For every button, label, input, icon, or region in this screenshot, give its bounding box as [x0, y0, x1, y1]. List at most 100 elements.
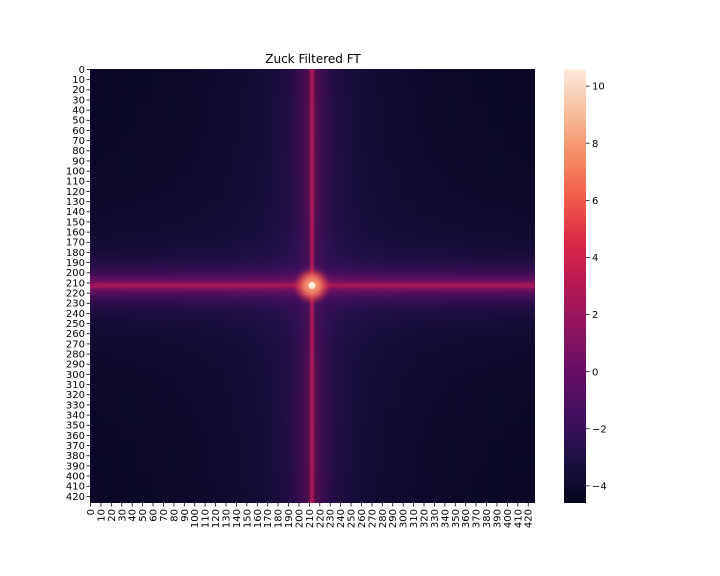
x-tick-label: 230 [326, 509, 337, 528]
y-tick-label: 150 [66, 217, 85, 228]
x-tick-label: 240 [336, 509, 347, 528]
x-tick-label: 10 [96, 509, 107, 522]
x-tick-label: 90 [180, 509, 191, 522]
y-tick-label: 90 [72, 156, 85, 167]
x-tick-label: 0 [86, 509, 97, 515]
y-tick-label: 310 [66, 380, 85, 391]
x-tick-label: 420 [524, 509, 535, 528]
x-tick-label: 260 [357, 509, 368, 528]
y-tick-label: 160 [66, 228, 85, 239]
colorbar-tick-label: 4 [592, 253, 598, 264]
y-tick-label: 370 [66, 441, 85, 452]
x-tick-label: 190 [284, 509, 295, 528]
x-tick-label: 180 [274, 509, 285, 528]
x-tick-label: 110 [201, 509, 212, 528]
x-axis: 0 10 20 30 40 50 60 70 80 90 100 110 120 130 140 150 160… [86, 503, 535, 528]
x-tick-label: 150 [242, 509, 253, 528]
y-tick-label: 60 [72, 126, 85, 137]
y-tick-label: 220 [66, 289, 85, 300]
y-tick-label: 80 [72, 146, 85, 157]
y-tick-label: 70 [72, 136, 85, 147]
x-tick-label: 50 [138, 509, 149, 522]
y-tick-label: 200 [66, 268, 85, 279]
colorbar-tick-label: 6 [592, 196, 598, 207]
x-tick-label: 270 [367, 509, 378, 528]
y-tick-label: 390 [66, 461, 85, 472]
x-tick-label: 170 [263, 509, 274, 528]
x-tick-label: 220 [315, 509, 326, 528]
x-tick-label: 40 [128, 509, 139, 522]
heatmap-plot-area [90, 69, 535, 503]
colorbar-tick-label: 8 [592, 139, 598, 150]
colorbar-tick-label: −2 [592, 424, 607, 435]
colorbar-bar [564, 69, 586, 503]
x-tick-label: 350 [451, 509, 462, 528]
x-tick-label: 120 [211, 509, 222, 528]
y-tick-label: 50 [72, 116, 85, 127]
x-tick-label: 280 [378, 509, 389, 528]
y-tick-label: 30 [72, 95, 85, 106]
x-tick-label: 210 [305, 509, 316, 528]
y-tick-label: 210 [66, 278, 85, 289]
x-tick-label: 100 [190, 509, 201, 528]
x-tick-label: 310 [409, 509, 420, 528]
x-tick-label: 340 [440, 509, 451, 528]
x-tick-label: 330 [430, 509, 441, 528]
x-tick-label: 250 [347, 509, 358, 528]
x-tick-label: 130 [222, 509, 233, 528]
colorbar: 10 8 6 4 2 0 −2 −4 [564, 69, 607, 503]
y-tick-label: 280 [66, 349, 85, 360]
y-tick-label: 40 [72, 106, 85, 117]
y-tick-label: 290 [66, 360, 85, 371]
y-tick-label: 400 [66, 471, 85, 482]
x-tick-label: 140 [232, 509, 243, 528]
x-tick-label: 20 [107, 509, 118, 522]
y-tick-label: 320 [66, 390, 85, 401]
colorbar-tick-label: −4 [592, 481, 607, 492]
x-tick-label: 320 [420, 509, 431, 528]
y-tick-label: 420 [66, 492, 85, 503]
y-tick-label: 170 [66, 238, 85, 249]
x-tick-label: 160 [253, 509, 264, 528]
y-tick-label: 270 [66, 339, 85, 350]
y-tick-label: 360 [66, 431, 85, 442]
y-tick-label: 410 [66, 482, 85, 493]
y-tick-label: 250 [66, 319, 85, 330]
colorbar-tick-label: 10 [592, 82, 605, 93]
peak-center [308, 281, 316, 289]
y-tick-label: 190 [66, 258, 85, 269]
y-tick-label: 140 [66, 207, 85, 218]
y-tick-label: 380 [66, 451, 85, 462]
colorbar-tick-label: 0 [592, 367, 598, 378]
y-tick-label: 330 [66, 400, 85, 411]
x-tick-label: 380 [482, 509, 493, 528]
x-tick-label: 410 [513, 509, 524, 528]
y-tick-label: 10 [72, 75, 85, 86]
y-tick-label: 260 [66, 329, 85, 340]
y-tick-label: 120 [66, 187, 85, 198]
y-tick-label: 350 [66, 421, 85, 432]
x-tick-label: 290 [388, 509, 399, 528]
y-tick-label: 340 [66, 410, 85, 421]
y-tick-label: 130 [66, 197, 85, 208]
y-tick-label: 230 [66, 299, 85, 310]
x-tick-label: 390 [492, 509, 503, 528]
x-tick-label: 360 [461, 509, 472, 528]
y-tick-label: 0 [79, 65, 85, 76]
x-tick-label: 400 [503, 509, 514, 528]
y-tick-label: 100 [66, 167, 85, 178]
x-tick-label: 200 [294, 509, 305, 528]
x-tick-label: 370 [472, 509, 483, 528]
x-tick-label: 80 [169, 509, 180, 522]
chart-title: Zuck Filtered FT [265, 52, 361, 66]
y-axis: 0102030405060708090100110120130140150160… [66, 65, 90, 503]
x-tick-label: 70 [159, 509, 170, 522]
colorbar-tick-label: 2 [592, 310, 598, 321]
x-tick-label: 60 [149, 509, 160, 522]
y-tick-label: 180 [66, 248, 85, 259]
y-tick-label: 300 [66, 370, 85, 381]
y-tick-label: 20 [72, 85, 85, 96]
x-tick-label: 300 [399, 509, 410, 528]
y-tick-label: 240 [66, 309, 85, 320]
